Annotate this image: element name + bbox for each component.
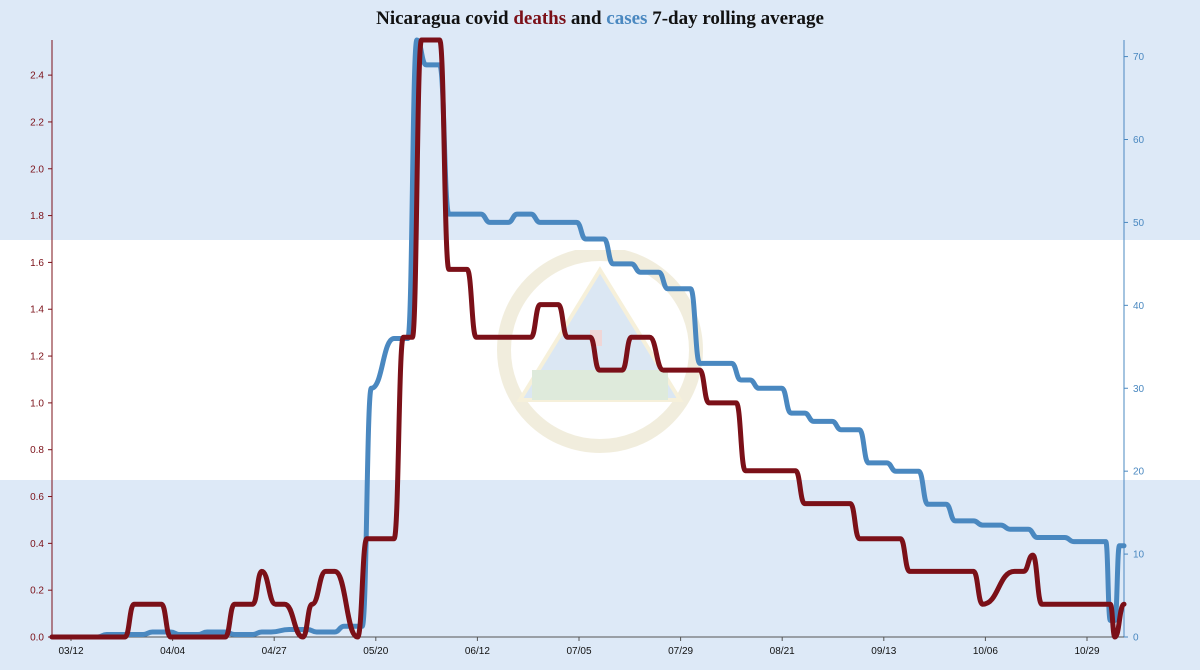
x-tick-label: 05/20 [363, 646, 388, 657]
left-tick-label: 1.8 [30, 211, 44, 222]
x-tick-label: 10/06 [973, 646, 998, 657]
left-tick-label: 0.4 [30, 539, 44, 550]
cases-series-line [49, 37, 1127, 640]
x-tick-label: 03/12 [58, 646, 83, 657]
right-tick-label: 40 [1133, 301, 1145, 312]
chart-title: Nicaragua covid deaths and cases 7-day r… [0, 8, 1200, 30]
left-tick-label: 1.0 [30, 398, 44, 409]
left-tick-label: 1.6 [30, 258, 44, 269]
right-tick-label: 60 [1133, 135, 1145, 146]
right-tick-label: 30 [1133, 384, 1145, 395]
right-tick-label: 10 [1133, 550, 1145, 561]
x-tick-label: 06/12 [465, 646, 490, 657]
flag-band-top [0, 0, 1200, 240]
right-tick-label: 50 [1133, 218, 1145, 229]
coat-of-arms-emblem-icon [497, 250, 703, 453]
right-tick-label: 0 [1133, 633, 1139, 644]
left-tick-label: 0.0 [30, 633, 44, 644]
title-prefix: Nicaragua covid [376, 8, 514, 29]
left-tick-label: 1.4 [30, 305, 44, 316]
left-tick-label: 2.0 [30, 164, 44, 175]
left-tick-label: 0.8 [30, 445, 44, 456]
left-tick-label: 2.2 [30, 117, 44, 128]
deaths-series-line [49, 37, 1127, 640]
x-tick-label: 08/21 [770, 646, 795, 657]
flag-band-middle [0, 240, 1200, 480]
x-tick-label: 10/29 [1074, 646, 1099, 657]
left-tick-label: 1.2 [30, 352, 44, 363]
left-tick-label: 0.2 [30, 586, 44, 597]
x-tick-label: 09/13 [871, 646, 896, 657]
x-tick-label: 07/05 [566, 646, 591, 657]
title-deaths-word: deaths [513, 8, 567, 29]
left-tick-label: 2.4 [30, 71, 44, 82]
title-middle: and [566, 8, 607, 29]
x-tick-label: 04/27 [262, 646, 287, 657]
left-tick-label: 0.6 [30, 492, 44, 503]
right-tick-label: 20 [1133, 467, 1145, 478]
title-suffix: 7-day rolling average [647, 8, 824, 29]
right-tick-label: 70 [1133, 52, 1145, 63]
x-tick-label: 04/04 [160, 646, 185, 657]
title-cases-word: cases [606, 8, 648, 29]
x-tick-label: 07/29 [668, 646, 693, 657]
